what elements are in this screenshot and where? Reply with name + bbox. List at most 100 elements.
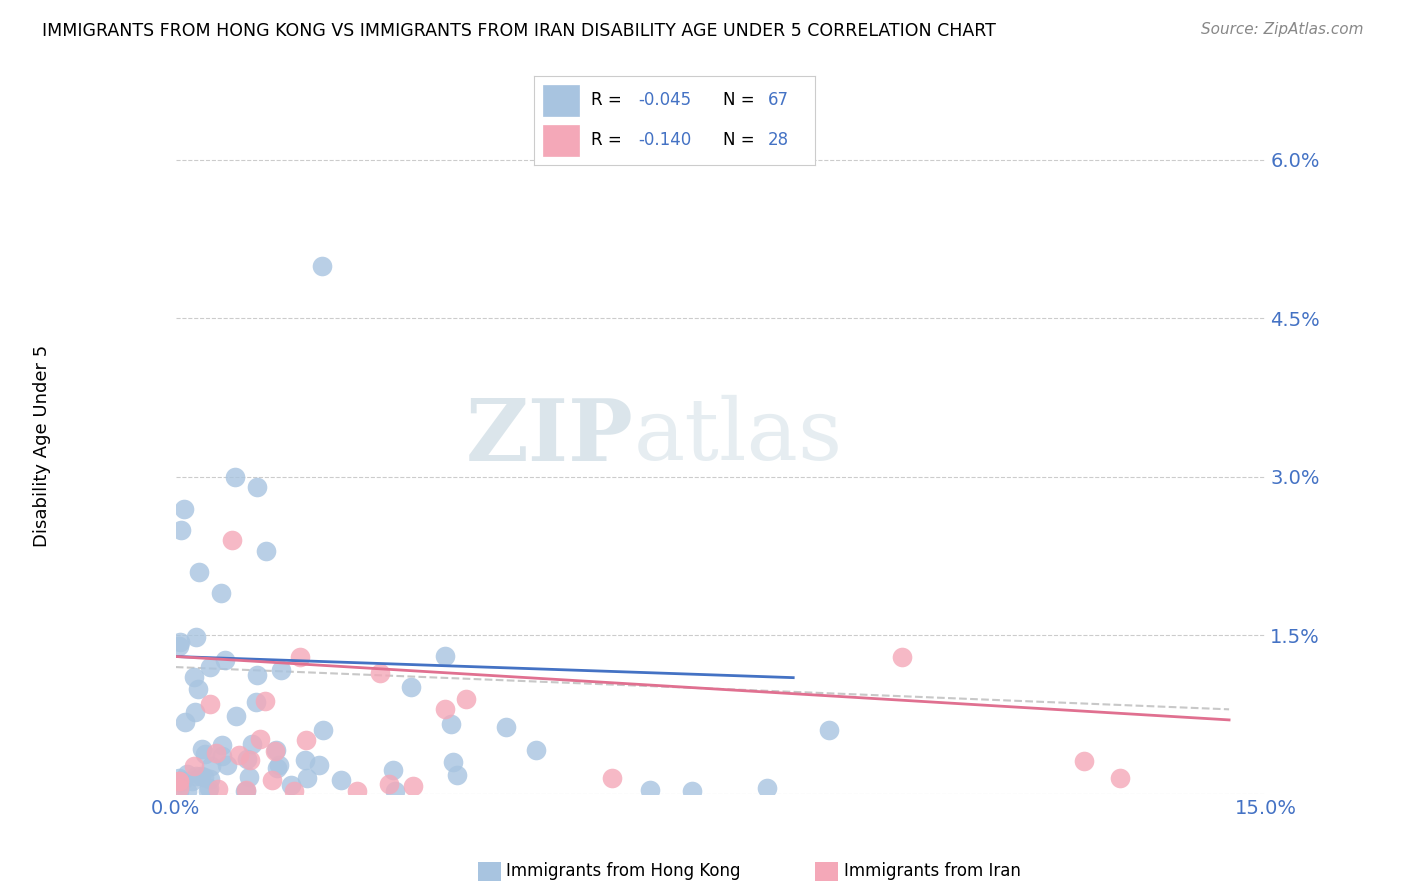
Point (399, 681, 422, 695)
Point (170, 523, 193, 537)
Point (290, 649, 312, 664)
Point (193, 770, 215, 784)
Point (169, 640, 191, 654)
Point (236, 752, 259, 766)
Point (1073, 754, 1095, 768)
Point (209, 586, 232, 600)
Point (295, 732, 318, 747)
Point (190, 769, 212, 783)
Text: 67: 67 (768, 91, 789, 109)
Point (169, 773, 191, 788)
Point (221, 533, 243, 548)
Text: Immigrants from Hong Kong: Immigrants from Hong Kong (506, 863, 741, 880)
Point (456, 691, 478, 706)
Point (283, 783, 305, 797)
Text: Source: ZipAtlas.com: Source: ZipAtlas.com (1201, 22, 1364, 37)
Point (211, 748, 233, 763)
Point (294, 753, 316, 767)
Point (433, 701, 456, 715)
Point (235, 783, 257, 797)
Point (228, 747, 250, 762)
Point (495, 720, 517, 734)
Point (217, 758, 239, 772)
Point (198, 660, 221, 674)
Point (207, 781, 229, 796)
Point (346, 783, 368, 797)
Point (169, 774, 191, 789)
Point (329, 772, 352, 787)
Text: R =: R = (591, 131, 627, 149)
Point (600, 772, 623, 786)
Point (270, 663, 292, 677)
Point (169, 635, 191, 649)
Point (176, 767, 198, 781)
Point (172, 774, 194, 789)
Point (249, 732, 271, 747)
Point (308, 757, 330, 772)
Point (681, 783, 703, 797)
Point (402, 779, 425, 793)
Text: Immigrants from Iran: Immigrants from Iran (844, 863, 1021, 880)
Point (194, 747, 217, 762)
Point (174, 714, 197, 729)
Point (440, 716, 463, 731)
Point (169, 781, 191, 796)
Point (295, 771, 318, 785)
Point (235, 782, 257, 797)
Text: -0.140: -0.140 (638, 131, 692, 149)
Point (239, 753, 262, 767)
Point (524, 743, 547, 757)
Point (198, 698, 221, 712)
Point (384, 783, 406, 797)
Point (381, 764, 404, 778)
Text: N =: N = (723, 91, 759, 109)
Point (377, 777, 399, 791)
Point (225, 709, 247, 723)
Point (186, 682, 208, 697)
Point (169, 775, 191, 789)
Point (191, 742, 214, 756)
Point (184, 706, 207, 720)
Point (266, 743, 288, 757)
Point (368, 665, 391, 680)
Text: Disability Age Under 5: Disability Age Under 5 (34, 345, 51, 547)
Text: 28: 28 (768, 131, 789, 149)
Point (186, 630, 208, 644)
Point (197, 781, 219, 796)
Point (200, 759, 222, 773)
Point (260, 772, 283, 787)
Point (240, 737, 263, 751)
Point (441, 755, 464, 769)
Point (245, 668, 267, 682)
Point (187, 565, 209, 579)
Text: atlas: atlas (633, 395, 842, 478)
Point (173, 501, 195, 516)
Point (253, 694, 276, 708)
Point (266, 761, 288, 775)
Point (198, 772, 221, 786)
Text: R =: R = (591, 91, 627, 109)
Point (169, 771, 191, 785)
Point (756, 781, 779, 796)
Point (180, 773, 202, 788)
Point (238, 770, 260, 784)
Point (176, 783, 198, 797)
Point (183, 759, 205, 773)
Text: -0.045: -0.045 (638, 91, 692, 109)
Point (434, 649, 457, 664)
Point (311, 723, 333, 738)
Point (280, 778, 302, 792)
Point (311, 259, 333, 273)
Point (264, 744, 287, 758)
Point (245, 695, 267, 709)
Point (197, 783, 219, 797)
Point (233, 783, 256, 797)
Text: IMMIGRANTS FROM HONG KONG VS IMMIGRANTS FROM IRAN DISABILITY AGE UNDER 5 CORRELA: IMMIGRANTS FROM HONG KONG VS IMMIGRANTS … (42, 22, 995, 40)
Point (446, 768, 468, 782)
Point (1109, 771, 1132, 785)
Point (211, 739, 233, 753)
Point (818, 723, 841, 737)
Point (891, 649, 914, 664)
Point (254, 544, 277, 558)
Point (640, 782, 662, 797)
